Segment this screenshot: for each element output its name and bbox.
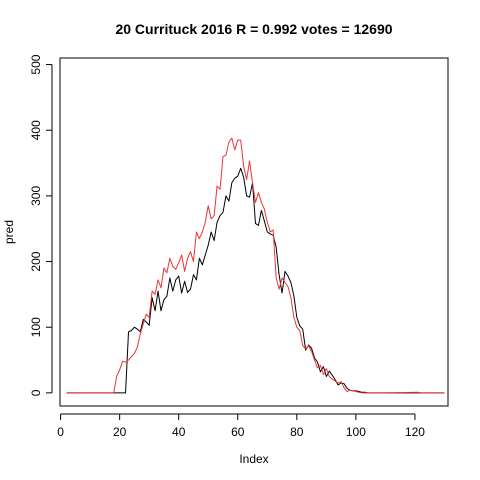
series-layer <box>66 137 445 394</box>
x-axis: 0 20 40 60 80 100 120 <box>57 413 425 439</box>
plot-frame <box>59 57 449 407</box>
y-tick-label: 100 <box>29 317 43 337</box>
series-line-1 <box>66 167 445 394</box>
x-axis-label: Index <box>239 452 268 466</box>
y-tick-label: 500 <box>29 54 43 74</box>
x-tick-label: 40 <box>172 425 186 439</box>
y-axis: 0 100 200 300 400 500 <box>29 54 53 396</box>
x-tick-label: 120 <box>405 425 425 439</box>
chart-title: 20 Currituck 2016 R = 0.992 votes = 1269… <box>115 21 392 37</box>
y-tick-label: 200 <box>29 251 43 271</box>
x-tick-label: 20 <box>113 425 127 439</box>
y-tick-label: 300 <box>29 186 43 206</box>
x-tick-label: 0 <box>57 425 64 439</box>
x-tick-label: 80 <box>290 425 304 439</box>
y-axis-label: pred <box>2 220 16 244</box>
x-tick-label: 100 <box>346 425 366 439</box>
x-tick-label: 60 <box>231 425 245 439</box>
y-tick-label: 0 <box>29 389 43 396</box>
y-tick-label: 400 <box>29 120 43 140</box>
series-line-2 <box>66 137 445 394</box>
